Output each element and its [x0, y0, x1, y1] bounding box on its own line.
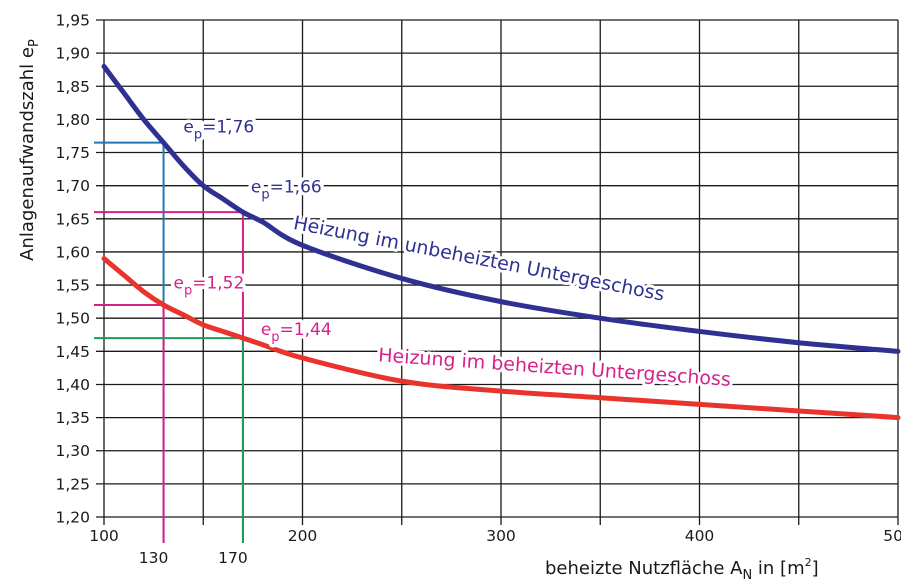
x-tick-label: 200 — [288, 527, 318, 545]
x-tick-labels: 100 200 300 400 500 130 170 — [89, 527, 901, 567]
x-axis-label-main: beheizte Nutzfläche A — [545, 558, 743, 579]
x-axis-label-end: ] — [812, 558, 819, 579]
y-tick-label: 1,50 — [55, 310, 90, 328]
y-tick-label: 1,90 — [55, 45, 90, 63]
y-tick-label: 1,25 — [55, 475, 90, 493]
x-tick-label: 400 — [685, 527, 715, 545]
annotations: ep=1,76 ep=1,66 ep=1,52 ep=1,44 — [170, 114, 335, 348]
y-tick-labels: 1,20 1,25 1,30 1,35 1,40 1,45 1,50 1,55 1,60 1,65… — [55, 12, 90, 527]
y-tick-label: 1,45 — [55, 343, 90, 361]
annotation-label: ep=1,66 — [251, 177, 322, 202]
y-axis-label-main: Anlagenaufwandszahl e — [17, 47, 38, 261]
y-tick-label: 1,20 — [55, 509, 90, 527]
y-tick-label: 1,65 — [55, 210, 90, 228]
x-tick-label-extra: 170 — [218, 549, 248, 567]
x-axis-label-tail: in [m — [752, 558, 804, 579]
x-tick-label: 500 — [883, 527, 901, 545]
y-tick-label: 1,40 — [55, 376, 90, 394]
y-tick-label: 1,35 — [55, 409, 90, 427]
y-tick-label: 1,85 — [55, 78, 90, 96]
y-axis-label-sub: P — [27, 39, 42, 47]
annotation-label: ep=1,52 — [173, 273, 244, 298]
annotation-label: ep=1,44 — [261, 320, 332, 345]
y-tick-label: 1,55 — [55, 277, 90, 295]
x-tick-label: 300 — [486, 527, 516, 545]
series-lines — [101, 63, 901, 421]
series-line-unbeheizt — [101, 63, 901, 354]
reference-line — [94, 337, 244, 543]
grid-lines — [96, 19, 899, 525]
annotation-label: ep=1,76 — [183, 118, 254, 143]
reference-line — [94, 211, 244, 543]
x-axis-label: beheizte Nutzfläche AN in [m2] — [545, 556, 819, 582]
x-tick-label-extra: 130 — [139, 549, 169, 567]
reference-lines — [94, 141, 244, 543]
series-line-beheizt — [101, 256, 901, 421]
y-tick-label: 1,70 — [55, 177, 90, 195]
y-tick-label: 1,80 — [55, 111, 90, 129]
y-tick-label: 1,75 — [55, 144, 90, 162]
y-axis-label: Anlagenaufwandszahl eP — [17, 39, 42, 261]
x-tick-label: 100 — [89, 527, 119, 545]
x-axis-label-sub: N — [742, 568, 752, 582]
curve-label: Heizung im unbeheizten Untergeschoss — [292, 212, 667, 306]
y-tick-label: 1,30 — [55, 442, 90, 460]
y-tick-label: 1,60 — [55, 243, 90, 261]
x-axis-label-sup: 2 — [805, 556, 812, 569]
y-tick-label: 1,95 — [55, 12, 90, 30]
